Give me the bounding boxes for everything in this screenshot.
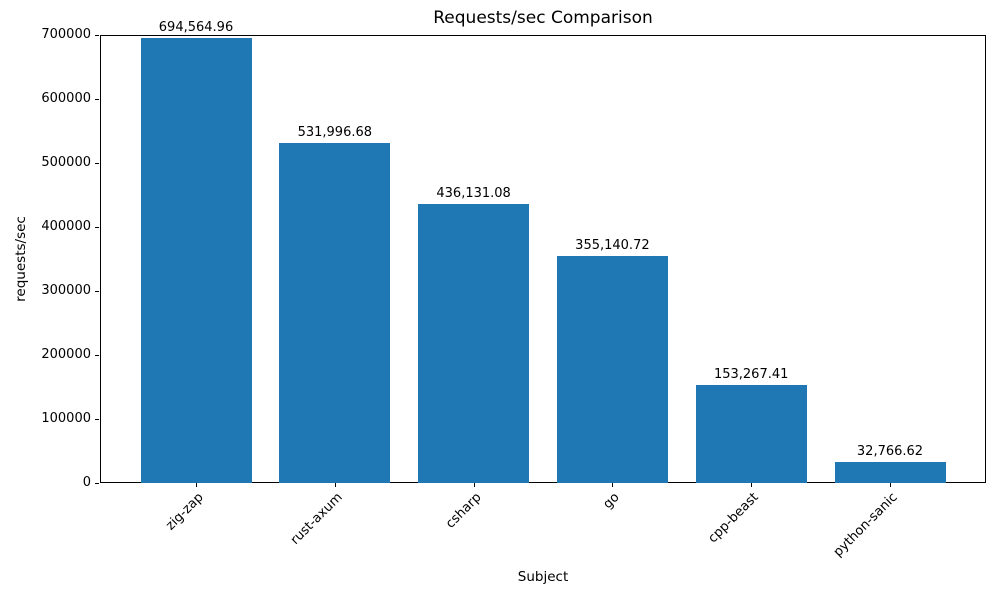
bar-go [556,255,668,483]
bar-python-sanic [834,462,946,483]
y-tick-label: 100000 [41,411,91,426]
bar-value-label: 355,140.72 [575,237,650,253]
bar-value-label: 153,267.41 [713,366,789,382]
y-tick-label: 700000 [41,27,91,42]
y-tick-mark [95,355,99,356]
y-tick-mark [95,291,99,292]
y-tick-mark [95,419,99,420]
chart-title: Requests/sec Comparison [433,8,653,28]
bar-value-label: 32,766.62 [856,444,924,460]
y-tick-mark [95,483,99,484]
x-tick-mark [612,483,614,487]
y-tick-label: 500000 [41,155,91,170]
bar-cpp-beast [695,384,807,483]
bar-value-label: 436,131.08 [436,185,511,201]
x-tick-mark [890,483,891,487]
y-tick-label: 300000 [41,283,91,298]
bar-csharp [418,203,530,483]
x-tick-mark [473,483,475,487]
x-tick-mark [751,483,753,487]
bar-value-label: 531,996.68 [297,124,373,140]
x-tick-mark [334,483,336,487]
bar-value-label: 694,564.96 [158,20,234,36]
y-tick-mark [95,163,99,164]
y-tick-label: 400000 [41,219,91,234]
bar-zig-zap [140,38,252,483]
y-tick-mark [95,227,99,228]
bar-rust-axum [279,142,391,483]
y-tick-label: 600000 [41,91,91,106]
x-axis-label: Subject [517,569,569,585]
y-tick-mark [95,99,99,100]
y-tick-label: 0 [82,475,91,490]
x-tick-mark [196,483,197,487]
y-tick-mark [95,35,99,36]
y-tick-label: 200000 [41,347,91,362]
